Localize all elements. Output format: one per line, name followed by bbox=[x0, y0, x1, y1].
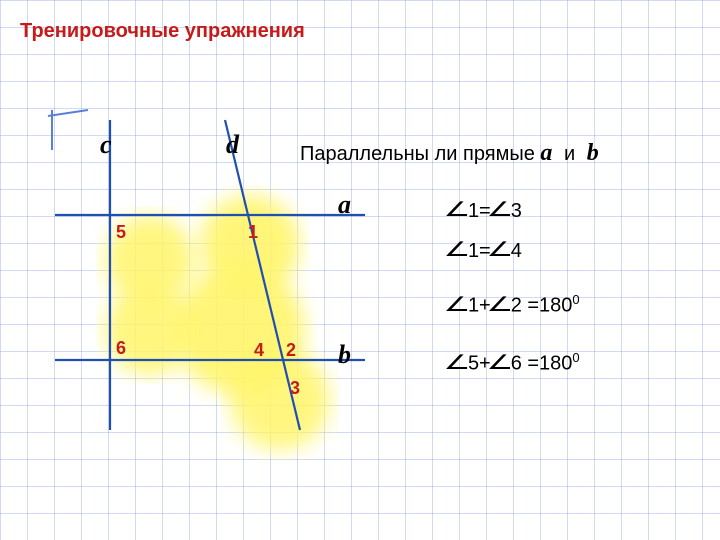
question-var-a: a bbox=[540, 140, 552, 166]
angle-label-2: 2 bbox=[286, 340, 296, 361]
line-label-b: b bbox=[338, 340, 351, 370]
line-label-a: a bbox=[338, 190, 351, 220]
equation-3: ∠1+∠2 =1800 bbox=[448, 292, 580, 318]
angle-label-5: 5 bbox=[116, 222, 126, 243]
question-prefix: Параллельны ли прямые bbox=[300, 143, 535, 165]
equation-1: ∠1=∠3 bbox=[448, 198, 522, 223]
equation-2: ∠1=∠4 bbox=[448, 238, 522, 263]
question-text: Параллельны ли прямые a и b bbox=[300, 140, 599, 167]
equation-4: ∠5+∠6 =1800 bbox=[448, 350, 580, 376]
page-title: Тренировочные упражнения bbox=[20, 20, 305, 43]
line-label-c: c bbox=[100, 130, 112, 160]
question-mid: и bbox=[564, 143, 575, 165]
angle-label-4: 4 bbox=[254, 340, 264, 361]
angle-label-1: 1 bbox=[248, 222, 258, 243]
angle-label-3: 3 bbox=[290, 378, 300, 399]
line-label-d: d bbox=[226, 130, 239, 160]
geometry-canvas bbox=[0, 0, 720, 540]
question-var-b: b bbox=[587, 140, 599, 166]
angle-label-6: 6 bbox=[116, 338, 126, 359]
